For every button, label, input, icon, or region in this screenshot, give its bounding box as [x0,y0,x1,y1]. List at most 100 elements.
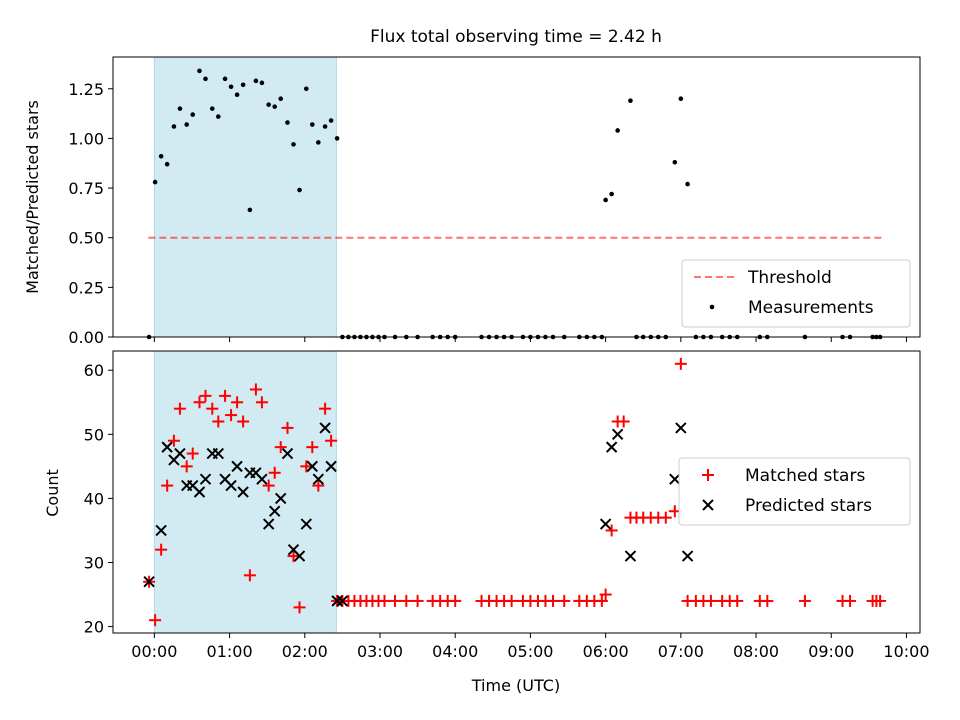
measurement-point [209,106,215,111]
matched-star-point [704,594,717,607]
top-y-tick-label: 0.25 [68,278,104,297]
measurement-point [228,84,234,90]
measurement-point [197,68,202,74]
matched-star-point [186,447,199,460]
measurement-point [334,136,340,141]
measurement-point [685,181,690,187]
measurement-point [234,92,240,98]
bottom-x-tick-label: 05:00 [507,642,553,661]
matched-star-point [617,415,630,428]
predicted-legend-swatch [702,499,714,511]
measurement-point [322,124,328,129]
matched-star-point [731,594,744,607]
measurement-point [158,153,164,159]
measurement-point [171,124,177,129]
bottom-x-ticks: 00:00 01:00 02:00 03:00 04:00 05:00 06:00 07:00… [131,633,930,661]
matched-star-point [389,594,402,607]
predicted-star-point [669,473,681,485]
measurement-point [215,114,221,119]
matched-star-point [319,402,332,415]
matched-star-point [180,460,193,473]
measurement-point [328,118,334,123]
measurements-legend-label: Measurements [748,298,874,318]
predicted-star-point [174,447,186,460]
matched-star-point [659,511,672,524]
matched-star-point [798,594,811,607]
bottom-y-tick-label: 40 [84,489,104,508]
measurement-point [603,197,608,203]
top-y-tick-label: 0.75 [68,179,104,198]
measurement-point [303,86,309,92]
predicted-star-point [155,524,167,537]
chart-title: Flux total observing time = 2.42 h [370,27,662,47]
bottom-x-tick-label: 00:00 [131,642,177,661]
bottom-x-tick-label: 06:00 [583,642,629,661]
matched-star-point [599,588,612,601]
matched-star-point [449,594,462,607]
bottom-legend: Matched stars Predicted stars [678,457,911,526]
measurement-point [152,179,158,185]
bottom-y-axis-label: Count [43,469,62,517]
bottom-x-tick-label: 07:00 [658,642,704,661]
measurement-point [177,106,183,111]
matched-star-point [161,479,174,492]
bottom-x-tick-label: 09:00 [808,642,854,661]
measurement-point [222,76,228,82]
predicted-star-point [293,550,306,562]
top-y-tick-label: 1.25 [68,80,104,99]
predicted-star-point [675,422,687,434]
measurement-point [628,98,633,103]
predicted-star-point [212,447,225,460]
matched-star-point [844,594,857,607]
predicted-star-point [624,550,637,562]
matched-star-point [761,594,774,607]
bottom-x-tick-label: 10:00 [883,642,929,661]
predicted-star-point [143,576,155,588]
measurement-point [278,96,284,102]
predicted-star-point [268,505,281,517]
bottom-axes-frame [112,350,921,634]
top-panel: 0.00 0.25 0.50 0.75 1.00 1.25 Matched/Predict… [23,56,921,347]
predicted-star-point [336,595,349,607]
bottom-panel: 20 30 40 50 60 00:00 01:00 02:00 03:00 04:00 05:0… [43,350,930,695]
measurement-point [609,191,614,197]
matched-star-point [219,389,232,402]
matched-star-point [249,383,262,396]
measurement-point [291,142,296,147]
bottom-shaded-span [153,350,337,634]
top-y-tick-label: 0.50 [68,229,104,248]
measurement-point [164,161,170,167]
measurement-point [310,122,315,127]
measurement-point [247,207,253,213]
bottom-x-tick-label: 08:00 [733,642,779,661]
measurement-point [285,120,290,125]
matched-star-point [243,569,256,582]
matched-star-point [378,594,391,607]
bottom-y-tick-label: 50 [84,425,104,444]
matched-star-point [149,614,162,627]
predicted-star-point [225,479,237,492]
threshold-legend-label: Threshold [747,268,832,288]
predicted-star-point [312,473,325,485]
matched-star-point [306,441,319,454]
top-y-tick-label: 0.00 [68,328,104,347]
matched-star-point [212,415,225,428]
bottom-y-tick-label: 60 [84,361,104,380]
top-plot-area [146,56,883,340]
bottom-y-tick-label: 20 [84,618,104,637]
predicted-star-point [275,492,287,505]
bottom-plot-area [143,350,887,634]
matched-star-point [173,402,186,415]
bottom-x-tick-label: 04:00 [432,642,478,661]
matched-star-point [312,479,325,492]
measurement-point [266,102,271,107]
x-axis-label: Time (UTC) [471,676,560,695]
matched-star-point [199,389,212,402]
predicted-star-point [281,447,294,460]
matched-star-point [155,543,168,556]
measurement-point [259,80,265,86]
measurement-point [272,104,278,109]
bottom-x-tick-label: 03:00 [357,642,403,661]
matched-star-point [411,594,424,607]
predicted-star-point [611,428,624,441]
